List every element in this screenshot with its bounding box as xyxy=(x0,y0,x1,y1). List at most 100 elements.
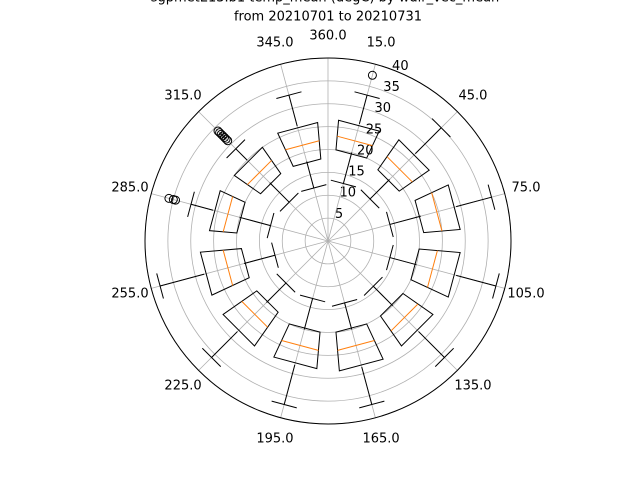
median xyxy=(285,140,320,151)
whisker xyxy=(243,254,276,264)
whisker-cap xyxy=(271,242,279,268)
whisker-cap xyxy=(276,273,296,293)
y-tick-label: 15 xyxy=(348,165,365,180)
median xyxy=(241,301,268,328)
whisker xyxy=(266,282,287,303)
whisker xyxy=(239,216,271,227)
whisker xyxy=(269,182,290,203)
whisker xyxy=(456,274,497,287)
grid-spoke xyxy=(198,111,329,242)
whisker-cap xyxy=(354,91,380,100)
flier xyxy=(215,128,225,138)
whisker xyxy=(306,161,315,189)
y-tick-label: 5 xyxy=(335,207,343,222)
flier xyxy=(223,136,233,146)
x-tick-label: 15.0 xyxy=(367,35,396,50)
median xyxy=(427,250,438,288)
whisker-cap xyxy=(279,192,299,212)
median xyxy=(222,196,234,232)
median xyxy=(337,340,375,351)
whisker-cap xyxy=(359,400,385,409)
whisker xyxy=(414,127,442,155)
whisker xyxy=(211,331,238,358)
x-tick-label: 225.0 xyxy=(164,378,201,393)
whisker xyxy=(288,95,298,127)
median xyxy=(247,160,272,185)
x-tick-label: 360.0 xyxy=(309,29,346,44)
box xyxy=(335,119,380,159)
whisker xyxy=(372,285,394,307)
median xyxy=(337,135,373,147)
x-tick-label: 135.0 xyxy=(454,378,491,393)
whisker xyxy=(456,196,492,208)
whisker xyxy=(358,95,368,125)
box xyxy=(377,139,430,192)
flier xyxy=(213,126,223,136)
x-tick-label: 75.0 xyxy=(512,180,541,195)
whisker-cap xyxy=(299,294,326,303)
box xyxy=(208,190,246,234)
whisker xyxy=(190,203,214,211)
flier xyxy=(367,70,377,80)
whisker-cap xyxy=(271,400,297,409)
y-tick-label: 20 xyxy=(357,143,374,158)
median xyxy=(386,156,413,183)
chart-title: sgpmetE13.b1 temp_mean (degC) by wdir_ve… xyxy=(151,0,500,6)
whisker xyxy=(303,298,314,330)
x-tick-label: 195.0 xyxy=(256,432,293,447)
x-tick-label: 285.0 xyxy=(111,180,148,195)
median xyxy=(431,192,443,232)
whisker-cap xyxy=(276,91,302,100)
x-tick-label: 165.0 xyxy=(362,432,399,447)
flier xyxy=(219,132,229,142)
whisker-cap xyxy=(330,179,357,188)
flier xyxy=(218,131,228,141)
flier xyxy=(221,134,231,144)
whisker xyxy=(389,257,417,266)
whisker-cap xyxy=(301,184,327,192)
median xyxy=(281,340,319,351)
y-tick-label: 35 xyxy=(383,80,400,95)
y-tick-label: 40 xyxy=(392,59,409,74)
whisker-cap xyxy=(187,191,195,217)
box xyxy=(222,290,279,347)
median xyxy=(222,250,234,286)
whisker xyxy=(389,215,421,225)
whisker xyxy=(361,366,373,405)
whisker xyxy=(418,331,445,358)
whisker-cap xyxy=(434,347,455,368)
chart-subtitle: from 20210701 to 20210731 xyxy=(234,10,422,25)
grid-spoke xyxy=(280,64,329,242)
whisker-cap xyxy=(331,299,358,307)
y-tick-label: 30 xyxy=(375,101,392,116)
whisker xyxy=(342,152,353,184)
flier xyxy=(168,195,178,205)
whisker xyxy=(283,364,296,405)
polar-frame xyxy=(144,57,512,425)
box xyxy=(335,323,384,372)
whisker-cap xyxy=(431,118,451,138)
y-tick-label: 10 xyxy=(340,186,357,201)
box xyxy=(233,146,282,195)
whisker-cap xyxy=(386,211,394,238)
whisker-cap xyxy=(226,139,246,159)
whisker xyxy=(344,302,353,330)
whisker-cap xyxy=(386,244,394,271)
whisker-cap xyxy=(266,212,275,239)
whisker-cap xyxy=(487,184,496,210)
whisker-cap xyxy=(363,276,383,296)
box xyxy=(273,323,321,370)
median xyxy=(390,303,419,332)
x-tick-label: 105.0 xyxy=(507,287,544,302)
box xyxy=(199,248,250,296)
box xyxy=(379,292,434,347)
box xyxy=(410,248,461,298)
x-tick-label: 345.0 xyxy=(256,35,293,50)
flier xyxy=(164,193,174,203)
box xyxy=(277,121,322,167)
x-tick-label: 255.0 xyxy=(111,287,148,302)
box xyxy=(414,184,461,234)
whisker-cap xyxy=(492,273,500,299)
